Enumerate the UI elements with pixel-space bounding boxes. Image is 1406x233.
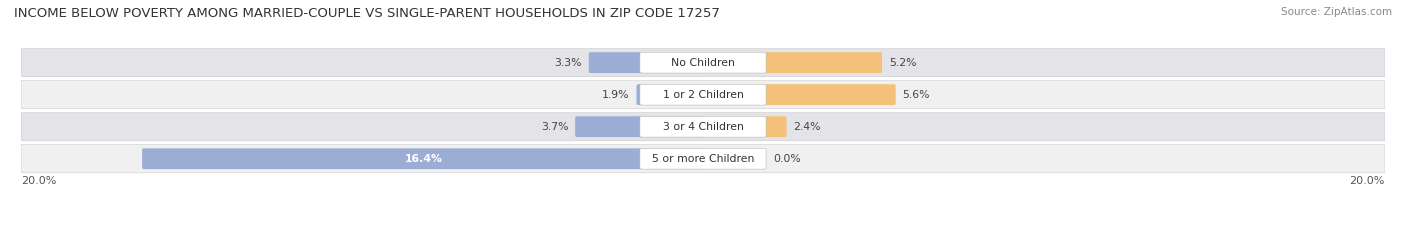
FancyBboxPatch shape	[640, 116, 766, 137]
FancyBboxPatch shape	[589, 52, 704, 73]
FancyBboxPatch shape	[702, 84, 896, 105]
Text: 20.0%: 20.0%	[21, 176, 56, 186]
FancyBboxPatch shape	[640, 52, 766, 73]
Text: 5.6%: 5.6%	[903, 90, 929, 100]
FancyBboxPatch shape	[21, 113, 1385, 141]
FancyBboxPatch shape	[640, 148, 766, 169]
Text: 20.0%: 20.0%	[1350, 176, 1385, 186]
FancyBboxPatch shape	[21, 48, 1385, 77]
FancyBboxPatch shape	[21, 145, 1385, 173]
Text: 3 or 4 Children: 3 or 4 Children	[662, 122, 744, 132]
Text: 1 or 2 Children: 1 or 2 Children	[662, 90, 744, 100]
FancyBboxPatch shape	[142, 148, 704, 169]
FancyBboxPatch shape	[702, 52, 882, 73]
FancyBboxPatch shape	[21, 81, 1385, 109]
Text: 3.7%: 3.7%	[541, 122, 568, 132]
Text: Source: ZipAtlas.com: Source: ZipAtlas.com	[1281, 7, 1392, 17]
Text: INCOME BELOW POVERTY AMONG MARRIED-COUPLE VS SINGLE-PARENT HOUSEHOLDS IN ZIP COD: INCOME BELOW POVERTY AMONG MARRIED-COUPL…	[14, 7, 720, 20]
FancyBboxPatch shape	[575, 116, 704, 137]
Text: 0.0%: 0.0%	[773, 154, 800, 164]
Text: No Children: No Children	[671, 58, 735, 68]
FancyBboxPatch shape	[640, 84, 766, 105]
Text: 2.4%: 2.4%	[793, 122, 821, 132]
Text: 5.2%: 5.2%	[889, 58, 917, 68]
Text: 16.4%: 16.4%	[405, 154, 443, 164]
FancyBboxPatch shape	[637, 84, 704, 105]
Text: 3.3%: 3.3%	[554, 58, 582, 68]
Text: 1.9%: 1.9%	[602, 90, 630, 100]
Text: 5 or more Children: 5 or more Children	[652, 154, 754, 164]
FancyBboxPatch shape	[702, 116, 786, 137]
